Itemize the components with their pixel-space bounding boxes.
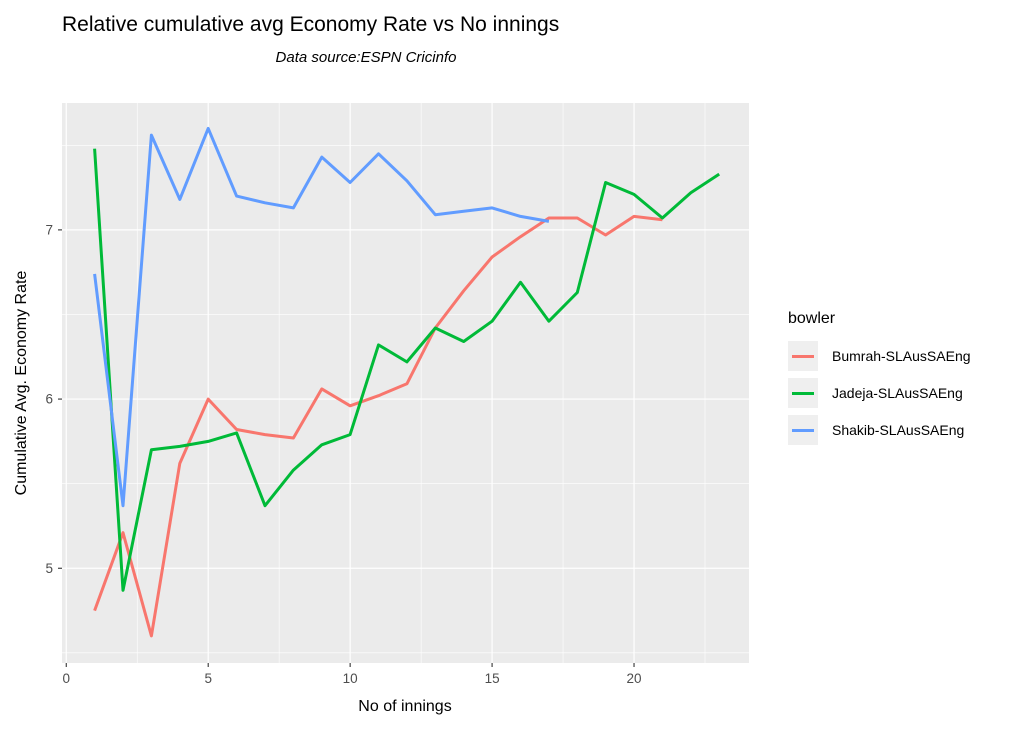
legend-item: Bumrah-SLAusSAEng: [788, 341, 971, 371]
legend-line-sample: [792, 391, 814, 395]
legend-key-swatch: [788, 341, 818, 371]
series-line-jadeja: [93, 148, 721, 592]
x-tick-label: 5: [204, 671, 212, 686]
chart-title: Relative cumulative avg Economy Rate vs …: [62, 13, 560, 36]
legend-items: Bumrah-SLAusSAEng Jadeja-SLAusSAEng Shakib…: [788, 341, 971, 445]
legend-item-label: Jadeja-SLAusSAEng: [832, 385, 963, 401]
x-tick-label: 15: [485, 671, 500, 686]
y-tick-label: 5: [45, 561, 53, 576]
legend-line-sample: [792, 428, 814, 432]
x-tick-label: 20: [627, 671, 642, 686]
legend-item-label: Shakib-SLAusSAEng: [832, 422, 965, 438]
x-tick-label: 0: [63, 671, 71, 686]
series-line-shakib: [93, 126, 550, 508]
legend-line-sample: [792, 354, 814, 358]
series-line-bumrah: [93, 214, 663, 638]
legend-key-swatch: [788, 378, 818, 408]
legend: bowler Bumrah-SLAusSAEng Jadeja-SLAusSAEn…: [788, 310, 971, 452]
legend-item: Jadeja-SLAusSAEng: [788, 378, 971, 408]
legend-title: bowler: [788, 310, 836, 327]
chart-subtitle: Data source:ESPN Cricinfo: [275, 49, 457, 66]
y-tick-label: 7: [45, 222, 53, 237]
y-tick-label: 6: [45, 392, 53, 407]
legend-item-label: Bumrah-SLAusSAEng: [832, 348, 971, 364]
legend-item: Shakib-SLAusSAEng: [788, 415, 971, 445]
legend-key-swatch: [788, 415, 818, 445]
x-axis-title: No of innings: [358, 698, 452, 715]
y-axis-title: Cumulative Avg. Economy Rate: [13, 270, 30, 496]
x-tick-label: 10: [343, 671, 358, 686]
